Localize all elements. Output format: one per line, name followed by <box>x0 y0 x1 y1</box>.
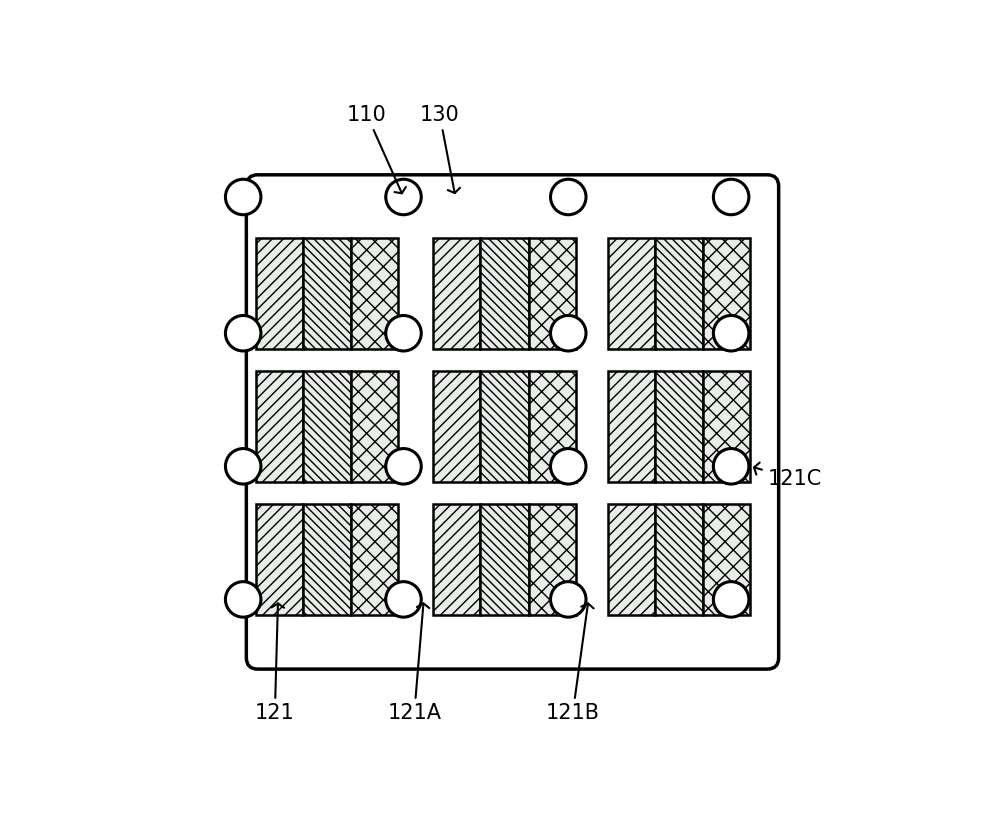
Circle shape <box>225 449 261 484</box>
Bar <box>433 238 480 349</box>
Text: 110: 110 <box>347 105 406 193</box>
Bar <box>351 504 398 616</box>
FancyBboxPatch shape <box>246 174 779 669</box>
Circle shape <box>225 315 261 351</box>
Circle shape <box>713 449 749 484</box>
Bar <box>608 238 655 349</box>
Circle shape <box>386 315 421 351</box>
Circle shape <box>713 582 749 617</box>
Bar <box>433 371 480 482</box>
Circle shape <box>386 582 421 617</box>
Bar <box>655 371 703 482</box>
Bar <box>303 238 351 349</box>
Bar <box>608 371 655 482</box>
Text: 121A: 121A <box>387 603 441 723</box>
Bar <box>480 371 529 482</box>
Bar <box>256 371 303 482</box>
Circle shape <box>713 315 749 351</box>
Bar <box>256 238 303 349</box>
Bar <box>303 371 351 482</box>
Circle shape <box>713 179 749 215</box>
Bar <box>529 238 576 349</box>
Bar <box>303 504 351 616</box>
Circle shape <box>386 179 421 215</box>
Bar <box>529 504 576 616</box>
Bar <box>480 238 529 349</box>
Bar <box>655 504 703 616</box>
Bar <box>608 504 655 616</box>
Text: 130: 130 <box>420 105 460 193</box>
Bar <box>703 238 750 349</box>
Bar <box>703 504 750 616</box>
Circle shape <box>225 179 261 215</box>
Circle shape <box>551 315 586 351</box>
Bar <box>256 504 303 616</box>
Bar <box>703 371 750 482</box>
Bar <box>351 371 398 482</box>
Text: 121B: 121B <box>546 603 600 723</box>
Bar <box>480 504 529 616</box>
Circle shape <box>551 449 586 484</box>
Circle shape <box>551 179 586 215</box>
Text: 121: 121 <box>255 603 295 723</box>
Bar <box>655 238 703 349</box>
Bar <box>529 371 576 482</box>
Text: 121C: 121C <box>754 463 822 489</box>
Circle shape <box>225 582 261 617</box>
Circle shape <box>386 449 421 484</box>
Bar <box>433 504 480 616</box>
Circle shape <box>551 582 586 617</box>
Bar <box>351 238 398 349</box>
